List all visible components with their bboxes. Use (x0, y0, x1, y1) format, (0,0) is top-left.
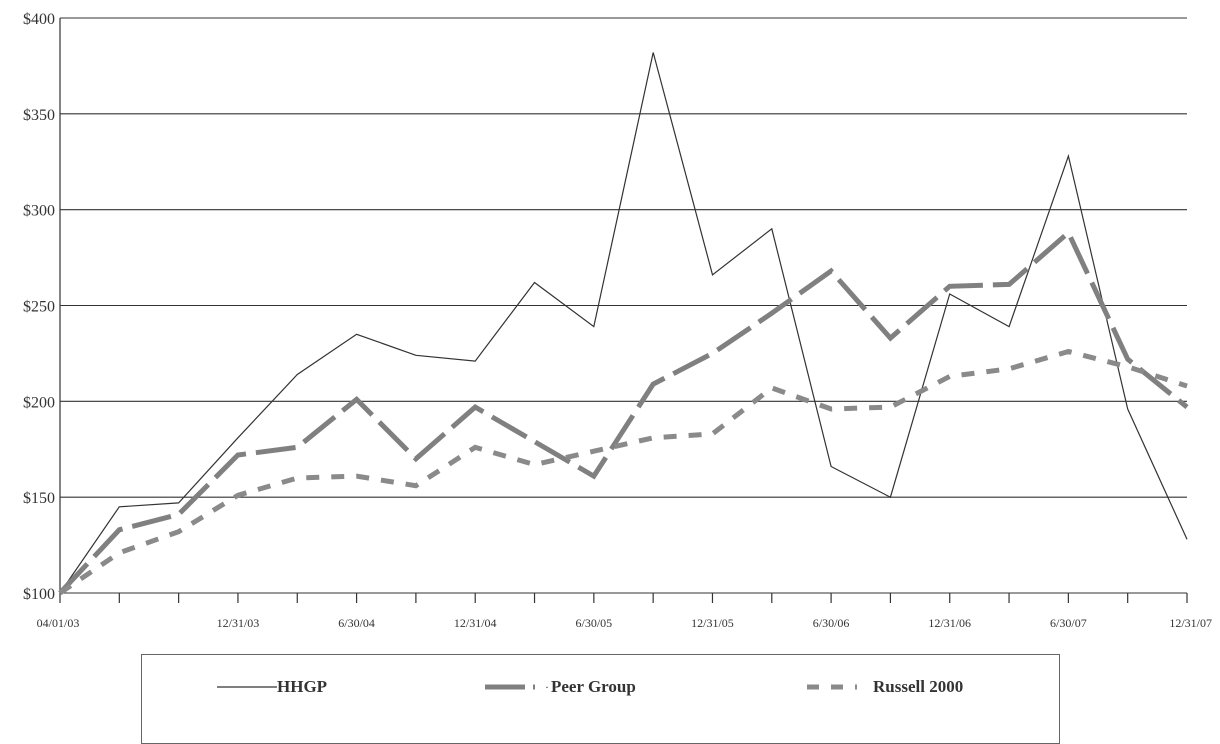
x-ticks: 04/01/03 12/31/03 6/30/04 12/31/04 6/30/05 12… (37, 593, 1212, 630)
legend-item-russell-2000: Russell 2000 (807, 677, 963, 697)
series-line-hhgp (59, 52, 1188, 594)
series-line-russell-2000 (58, 348, 1188, 596)
legend-swatch-hhgp (217, 686, 277, 688)
series-line-peer-group (58, 228, 1189, 595)
legend-item-peer-group: · Peer Group (485, 677, 636, 697)
legend-prefix-mark: · (545, 679, 549, 694)
x-tick-label: 12/31/04 (454, 616, 497, 630)
legend-item-hhgp: HHGP (217, 677, 327, 697)
y-tick-label: $150 (23, 490, 55, 507)
x-tick-label: 04/01/03 (37, 616, 80, 630)
legend-label-peer-group: Peer Group (551, 677, 636, 696)
y-tick-label: $350 (23, 107, 55, 124)
x-tick-label: 12/31/03 (217, 616, 260, 630)
x-tick-label: 6/30/07 (1050, 616, 1087, 630)
series-lines (58, 52, 1189, 596)
legend-label-hhgp: HHGP (277, 677, 328, 696)
legend-swatch-russell-2000 (807, 684, 857, 690)
y-tick-label: $200 (23, 394, 55, 411)
x-tick-label: 6/30/05 (576, 616, 613, 630)
y-tick-label: $400 (23, 11, 55, 28)
grid-lines (60, 17, 1187, 594)
x-tick-label: 12/31/05 (691, 616, 734, 630)
legend-swatch-peer-group (485, 684, 535, 690)
x-tick-label: 6/30/06 (813, 616, 850, 630)
x-tick-label: 6/30/04 (338, 616, 375, 630)
y-tick-label: $300 (23, 203, 55, 220)
x-tick-label: 12/31/06 (928, 616, 971, 630)
x-tick-label: 12/31/07 (1169, 616, 1212, 630)
y-tick-label: $100 (23, 586, 55, 603)
line-chart: $100 $150 $200 $250 $300 $350 $400 04/01/03 12/… (23, 11, 1212, 630)
y-tick-label: $250 (23, 299, 55, 316)
legend-label-russell-2000: Russell 2000 (873, 677, 964, 696)
legend: HHGP · Peer Group Russell 2000 (141, 654, 1060, 744)
y-tick-labels: $100 $150 $200 $250 $300 $350 $400 (23, 11, 55, 603)
